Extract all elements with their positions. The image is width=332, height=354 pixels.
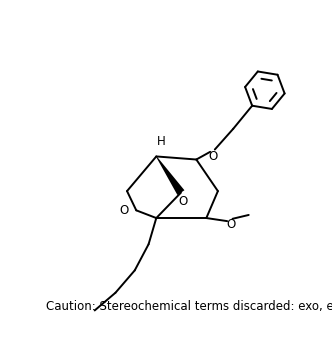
- Text: O: O: [119, 204, 128, 217]
- Text: O: O: [226, 218, 236, 231]
- Text: H: H: [157, 135, 166, 148]
- Polygon shape: [156, 156, 185, 195]
- Text: Caution: Stereochemical terms discarded: exo, exo: Caution: Stereochemical terms discarded:…: [46, 301, 332, 313]
- Text: O: O: [208, 150, 218, 163]
- Text: O: O: [179, 195, 188, 209]
